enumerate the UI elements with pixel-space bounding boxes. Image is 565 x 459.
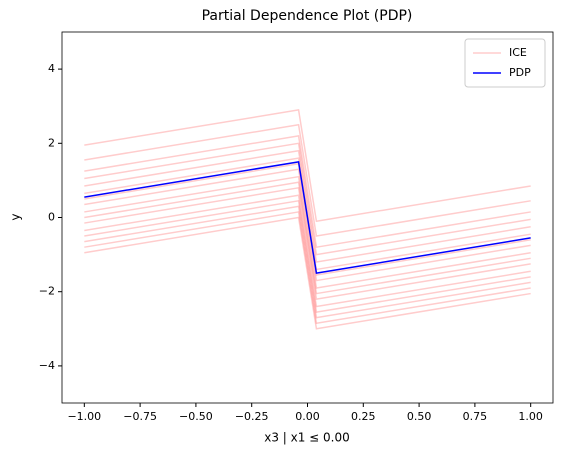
- pdp-line: [84, 160, 531, 275]
- x-axis-label: x3 | x1 ≤ 0.00: [264, 431, 350, 445]
- y-tick-label: 2: [48, 136, 55, 149]
- x-tick-label: 0.25: [351, 410, 376, 423]
- x-tick-label: −0.50: [179, 410, 213, 423]
- x-tick-label: −0.75: [123, 410, 157, 423]
- x-tick-label: 1.00: [518, 410, 543, 423]
- y-tick-label: −2: [39, 285, 55, 298]
- ice-line: [84, 199, 531, 313]
- ice-line: [84, 175, 531, 289]
- ice-line: [84, 123, 531, 237]
- plot-frame: [61, 31, 554, 404]
- ice-line: [84, 135, 531, 249]
- x-tick-label: 0.75: [463, 410, 488, 423]
- x-tick-label: −1.00: [67, 410, 101, 423]
- ice-line: [84, 142, 531, 256]
- ice-line: [84, 211, 531, 325]
- x-tick-label: 0.50: [407, 410, 432, 423]
- legend-label: PDP: [509, 66, 531, 79]
- x-tick-label: 0.00: [295, 410, 320, 423]
- ice-line: [84, 216, 531, 330]
- chart-title: Partial Dependence Plot (PDP): [202, 8, 413, 24]
- x-tick-label: −0.25: [235, 410, 269, 423]
- ice-line: [84, 181, 531, 295]
- ice-line: [84, 205, 531, 319]
- y-axis-label: y: [9, 213, 23, 220]
- ice-line: [84, 186, 531, 300]
- y-tick-label: −4: [39, 359, 55, 372]
- y-tick-label: 0: [48, 211, 55, 224]
- ice-line: [84, 109, 531, 223]
- y-tick-label: 4: [48, 62, 55, 75]
- legend-box: [464, 38, 546, 88]
- ice-line: [84, 168, 531, 282]
- ice-line: [84, 149, 531, 263]
- legend-label: ICE: [509, 46, 527, 59]
- ice-line: [84, 194, 531, 308]
